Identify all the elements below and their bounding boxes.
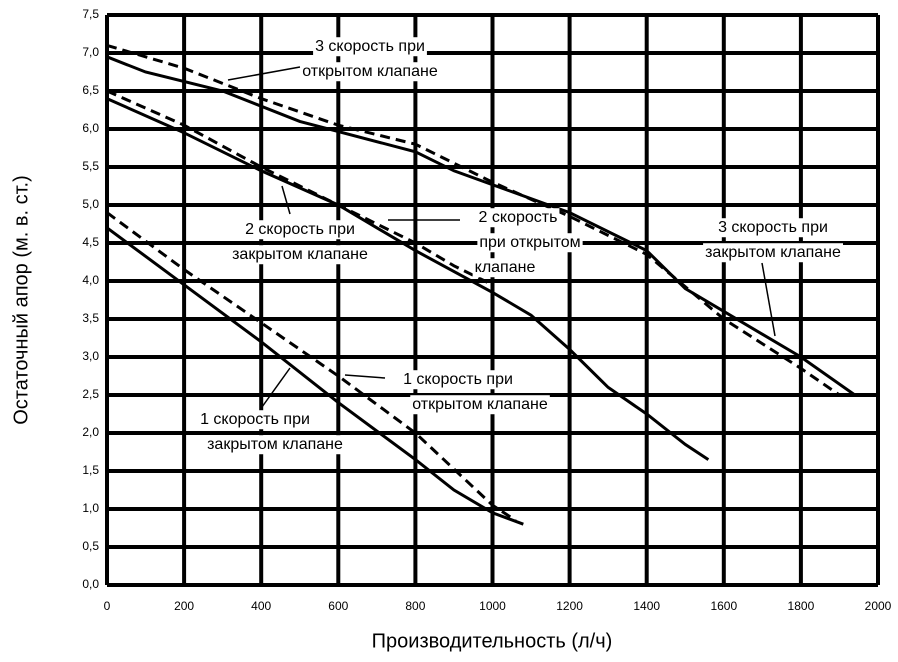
leader-line	[227, 66, 301, 81]
line	[106, 55, 856, 397]
x-tick-label: 1400	[633, 599, 660, 613]
y-tick-label: 5,5	[82, 159, 99, 173]
y-tick-label: 5,0	[82, 197, 99, 211]
line	[106, 226, 524, 526]
annotation: закрытом клапане	[703, 243, 844, 263]
annotation: клапане	[472, 258, 538, 278]
annotation-text: 2 скорость	[479, 209, 558, 226]
leader-line	[281, 185, 291, 215]
y-tick-label: 2,5	[82, 387, 99, 401]
x-axis-label: Производительность (л/ч)	[372, 630, 613, 652]
x-tick-label: 1600	[710, 599, 737, 613]
annotation: закрытом клапане	[230, 245, 371, 265]
annotation-bg	[477, 233, 583, 253]
y-tick-label: 0,0	[82, 577, 99, 591]
annotation-bg	[205, 435, 346, 455]
annotation-bg	[313, 37, 427, 57]
leader-line	[261, 367, 291, 408]
x-tick-label: 2000	[865, 599, 892, 613]
y-tick-label: 3,0	[82, 349, 99, 363]
annotation-bg	[472, 258, 538, 278]
annotation-bg	[716, 218, 830, 238]
annotation-bg	[198, 410, 312, 430]
y-tick-label: 3,5	[82, 311, 99, 325]
annotation-bg	[230, 245, 371, 265]
y-axis-label: Остаточный апор (м. в. ст.)	[10, 175, 32, 425]
annotation-text: закрытом клапане	[232, 246, 368, 263]
x-tick-label: 1200	[556, 599, 583, 613]
line	[106, 89, 494, 287]
annotation-text: при открытом	[479, 234, 580, 251]
annotation: открытом клапане	[300, 62, 440, 82]
annotation-text: 3 скорость при	[315, 38, 425, 55]
annotation-text: 1 скорость при	[403, 371, 513, 388]
annotation-text: 3 скорость при	[718, 219, 828, 236]
annotation-bg	[476, 208, 560, 228]
x-tick-label: 200	[174, 599, 194, 613]
leader-line	[344, 374, 386, 379]
annotation-bg	[703, 243, 844, 263]
annotation: при открытом	[477, 233, 583, 253]
annotation-bg	[410, 395, 550, 415]
y-tick-label: 1,5	[82, 463, 99, 477]
annotation: 3 скорость при	[313, 37, 427, 57]
y-tick-label: 4,5	[82, 235, 99, 249]
y-tick-label: 6,0	[82, 121, 99, 135]
leader-line	[761, 262, 776, 337]
annotation: 1 скорость при	[198, 410, 312, 430]
x-tick-label: 800	[405, 599, 425, 613]
annotation: 1 скорость при	[401, 370, 515, 390]
grid	[105, 13, 880, 587]
annotation-text: закрытом клапане	[705, 244, 841, 261]
x-tick-label: 0	[104, 599, 111, 613]
annotation: 2 скорость	[476, 208, 560, 228]
line	[106, 43, 841, 397]
line	[106, 97, 710, 461]
annotation-text: закрытом клапане	[207, 436, 343, 453]
annotation-text: 2 скорость при	[245, 221, 355, 238]
annotation: 2 скорость при	[243, 220, 357, 240]
y-tick-label: 2,0	[82, 425, 99, 439]
annotation: закрытом клапане	[205, 435, 346, 455]
annotation-text: открытом клапане	[302, 63, 438, 80]
annotation: открытом клапане	[410, 395, 550, 415]
x-tick-label: 1000	[479, 599, 506, 613]
annotation-text: клапане	[475, 259, 536, 276]
x-tick-label: 1800	[788, 599, 815, 613]
x-tick-label: 400	[251, 599, 271, 613]
annotation-bg	[401, 370, 515, 390]
y-tick-label: 4,0	[82, 273, 99, 287]
y-tick-label: 7,5	[82, 7, 99, 21]
line	[106, 211, 517, 522]
y-tick-label: 0,5	[82, 539, 99, 553]
annotation-bg	[300, 62, 440, 82]
x-tick-label: 600	[328, 599, 348, 613]
y-tick-label: 7,0	[82, 45, 99, 59]
annotation-bg	[243, 220, 357, 240]
annotation: 3 скорость при	[716, 218, 830, 238]
annotation-text: открытом клапане	[412, 396, 548, 413]
annotation-text: 1 скорость при	[200, 411, 310, 428]
y-tick-label: 6,5	[82, 83, 99, 97]
y-tick-label: 1,0	[82, 501, 99, 515]
